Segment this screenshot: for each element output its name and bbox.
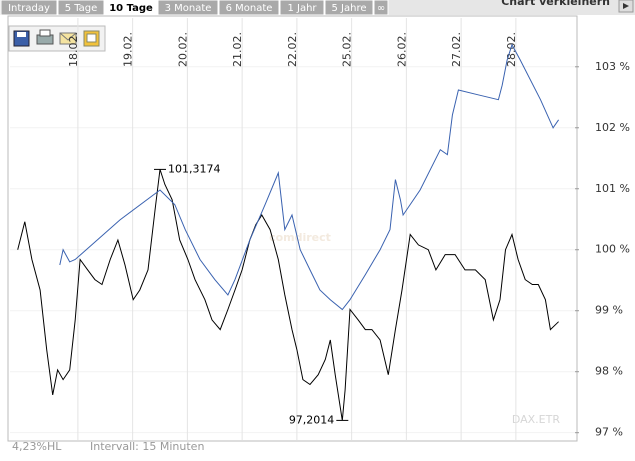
- mail-icon-flap: [59, 32, 77, 41]
- tab-label[interactable]: 5 Tage: [65, 3, 98, 14]
- tab[interactable]: [218, 0, 280, 16]
- annotation-label: 101,3174: [168, 162, 221, 175]
- y-tick-label: 102 %: [595, 121, 630, 134]
- tab-label[interactable]: ∞: [377, 3, 385, 14]
- resize-label[interactable]: Chart verkleinern: [501, 0, 610, 8]
- x-tick-label: 18.02.: [67, 32, 80, 67]
- tab-label[interactable]: 6 Monate: [226, 3, 273, 14]
- y-tick-label: 101 %: [595, 182, 630, 195]
- watermark: comdirect: [269, 231, 331, 244]
- resize-arrow: [623, 3, 629, 9]
- export-icon-sheet: [86, 33, 97, 43]
- tab[interactable]: [157, 0, 219, 16]
- tab-label[interactable]: 10 Tage: [109, 3, 153, 14]
- mail-icon[interactable]: [59, 32, 77, 45]
- plot-frame: [7, 15, 578, 442]
- tab[interactable]: [324, 0, 374, 16]
- x-tick-label: 19.02.: [122, 32, 135, 67]
- tab-label[interactable]: 5 Jahre: [332, 3, 367, 14]
- tab-label[interactable]: 1 Jahr: [287, 3, 317, 14]
- series-line: [17, 169, 559, 421]
- save-icon-label: [17, 32, 26, 37]
- plot-lines: [17, 43, 560, 421]
- tab-label[interactable]: 3 Monate: [165, 3, 212, 14]
- tab[interactable]: [57, 0, 105, 16]
- tab[interactable]: [279, 0, 325, 16]
- tab[interactable]: [373, 0, 389, 16]
- y-tick-label: 97 %: [595, 426, 623, 439]
- x-tick-label: 26.02.: [395, 32, 408, 67]
- x-tick-label: 20.02.: [176, 32, 189, 67]
- instrument-watermark: DAX.ETR: [512, 413, 561, 426]
- tab[interactable]: [0, 0, 58, 16]
- annotation-label: 97,2014: [289, 413, 335, 426]
- tab[interactable]: [104, 0, 158, 16]
- y-tick-label: 98 %: [595, 365, 623, 378]
- y-tick-label: 99 %: [595, 304, 623, 317]
- print-icon-paper: [39, 29, 51, 37]
- x-tick-label: 22.02.: [286, 32, 299, 67]
- tab-label[interactable]: Intraday: [8, 3, 50, 14]
- x-tick-label: 21.02.: [231, 32, 244, 67]
- x-tick-label: 25.02.: [341, 32, 354, 67]
- toolbar: [8, 25, 106, 52]
- series-line: [59, 43, 560, 311]
- x-tick-label: 27.02.: [450, 32, 463, 67]
- footer-interval: Intervall: 15 Minuten: [90, 440, 204, 453]
- y-tick-label: 103 %: [595, 60, 630, 73]
- footer-range: 4,23%HL: [12, 440, 62, 453]
- y-tick-label: 100 %: [595, 243, 630, 256]
